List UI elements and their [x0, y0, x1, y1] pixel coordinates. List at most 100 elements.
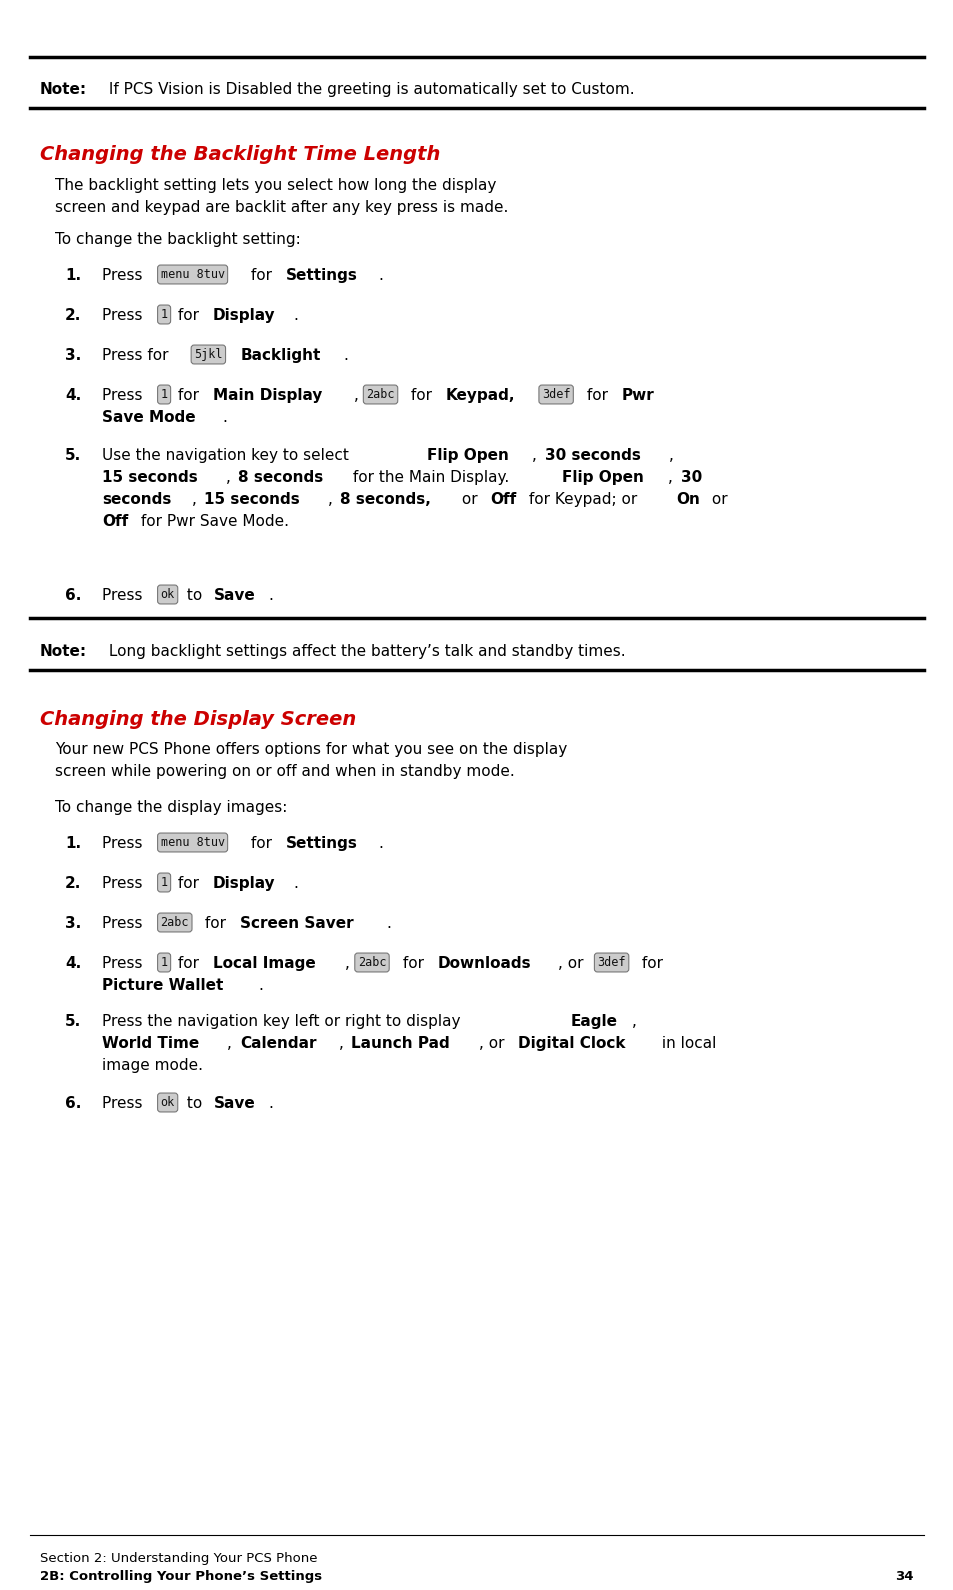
Text: .: . [378, 269, 383, 283]
Text: 3.: 3. [65, 348, 81, 363]
Text: 15 seconds: 15 seconds [102, 471, 197, 485]
Text: for: for [637, 956, 662, 971]
Text: 1: 1 [160, 388, 168, 401]
Text: Note:: Note: [40, 83, 87, 97]
Text: Display: Display [213, 308, 274, 323]
Text: Settings: Settings [286, 836, 357, 851]
Text: .: . [223, 410, 228, 425]
Text: World Time: World Time [102, 1037, 199, 1051]
Text: for: for [397, 956, 428, 971]
Text: for: for [246, 836, 277, 851]
Text: Use the navigation key to select: Use the navigation key to select [102, 448, 354, 463]
Text: 15 seconds: 15 seconds [204, 491, 299, 507]
Text: 30: 30 [680, 471, 701, 485]
Text: for: for [581, 388, 612, 402]
Text: ,: , [338, 1037, 348, 1051]
Text: 4.: 4. [65, 388, 81, 402]
Text: 3.: 3. [65, 916, 81, 932]
Text: Save: Save [214, 588, 255, 603]
Text: Pwr: Pwr [620, 388, 654, 402]
Text: image mode.: image mode. [102, 1057, 203, 1073]
Text: Press: Press [102, 308, 147, 323]
Text: Press: Press [102, 1096, 147, 1111]
Text: .: . [258, 978, 263, 994]
Text: 1: 1 [160, 876, 168, 889]
Text: ok: ok [160, 1096, 174, 1108]
Text: Changing the Backlight Time Length: Changing the Backlight Time Length [40, 145, 440, 164]
Text: 2abc: 2abc [366, 388, 395, 401]
Text: Display: Display [213, 876, 274, 890]
Text: 2.: 2. [65, 308, 81, 323]
Text: Screen Saver: Screen Saver [240, 916, 354, 932]
Text: Digital Clock: Digital Clock [517, 1037, 625, 1051]
Text: The backlight setting lets you select how long the display: The backlight setting lets you select ho… [55, 178, 496, 192]
Text: 3def: 3def [541, 388, 570, 401]
Text: for: for [172, 388, 203, 402]
Text: Off: Off [490, 491, 517, 507]
Text: 3def: 3def [597, 956, 625, 968]
Text: 1: 1 [160, 308, 168, 321]
Text: to: to [182, 588, 207, 603]
Text: ok: ok [160, 588, 174, 601]
Text: Press: Press [102, 836, 147, 851]
Text: ,: , [631, 1014, 636, 1029]
Text: Press: Press [102, 956, 147, 971]
Text: 8 seconds,: 8 seconds, [340, 491, 431, 507]
Text: Press for: Press for [102, 348, 173, 363]
Text: Save Mode: Save Mode [102, 410, 195, 425]
Text: .: . [386, 916, 392, 932]
Text: If PCS Vision is Disabled the greeting is automatically set to Custom.: If PCS Vision is Disabled the greeting i… [104, 83, 634, 97]
Text: 5.: 5. [65, 448, 81, 463]
Text: 8 seconds: 8 seconds [238, 471, 323, 485]
Text: 4.: 4. [65, 956, 81, 971]
Text: 2abc: 2abc [160, 916, 189, 929]
Text: 30 seconds: 30 seconds [544, 448, 640, 463]
Text: 5.: 5. [65, 1014, 81, 1029]
Text: Long backlight settings affect the battery’s talk and standby times.: Long backlight settings affect the batte… [104, 644, 625, 658]
Text: .: . [294, 876, 298, 890]
Text: Eagle: Eagle [570, 1014, 618, 1029]
Text: .: . [378, 836, 383, 851]
Text: 2.: 2. [65, 876, 81, 890]
Text: 1: 1 [160, 956, 168, 968]
Text: for: for [246, 269, 277, 283]
Text: ,: , [327, 491, 337, 507]
Text: Section 2: Understanding Your PCS Phone: Section 2: Understanding Your PCS Phone [40, 1552, 317, 1565]
Text: for: for [172, 956, 203, 971]
Text: Local Image: Local Image [213, 956, 315, 971]
Text: .: . [343, 348, 349, 363]
Text: ,: , [192, 491, 201, 507]
Text: for the Main Display.: for the Main Display. [348, 471, 514, 485]
Text: ,: , [227, 1037, 237, 1051]
Text: 2B: Controlling Your Phone’s Settings: 2B: Controlling Your Phone’s Settings [40, 1569, 322, 1584]
Text: Backlight: Backlight [240, 348, 320, 363]
Text: Press: Press [102, 269, 147, 283]
Text: for: for [200, 916, 231, 932]
Text: To change the backlight setting:: To change the backlight setting: [55, 232, 300, 246]
Text: Changing the Display Screen: Changing the Display Screen [40, 711, 355, 728]
Text: or: or [707, 491, 727, 507]
Text: Main Display: Main Display [213, 388, 321, 402]
Text: Save: Save [214, 1096, 255, 1111]
Text: .: . [294, 308, 298, 323]
Text: menu 8tuv: menu 8tuv [160, 269, 225, 281]
Text: or: or [457, 491, 482, 507]
Text: 2abc: 2abc [357, 956, 386, 968]
Text: Press: Press [102, 916, 147, 932]
Text: Launch Pad: Launch Pad [351, 1037, 450, 1051]
Text: menu 8tuv: menu 8tuv [160, 836, 225, 849]
Text: Calendar: Calendar [240, 1037, 316, 1051]
Text: Press: Press [102, 588, 147, 603]
Text: for: for [172, 308, 203, 323]
Text: Press: Press [102, 876, 147, 890]
Text: ,: , [668, 448, 673, 463]
Text: To change the display images:: To change the display images: [55, 800, 287, 816]
Text: , or: , or [558, 956, 588, 971]
Text: Flip Open: Flip Open [426, 448, 508, 463]
Text: , or: , or [478, 1037, 509, 1051]
Text: Your new PCS Phone offers options for what you see on the display: Your new PCS Phone offers options for wh… [55, 743, 567, 757]
Text: Picture Wallet: Picture Wallet [102, 978, 223, 994]
Text: screen and keypad are backlit after any key press is made.: screen and keypad are backlit after any … [55, 200, 508, 215]
Text: Press the navigation key left or right to display: Press the navigation key left or right t… [102, 1014, 465, 1029]
Text: ,: , [225, 471, 235, 485]
